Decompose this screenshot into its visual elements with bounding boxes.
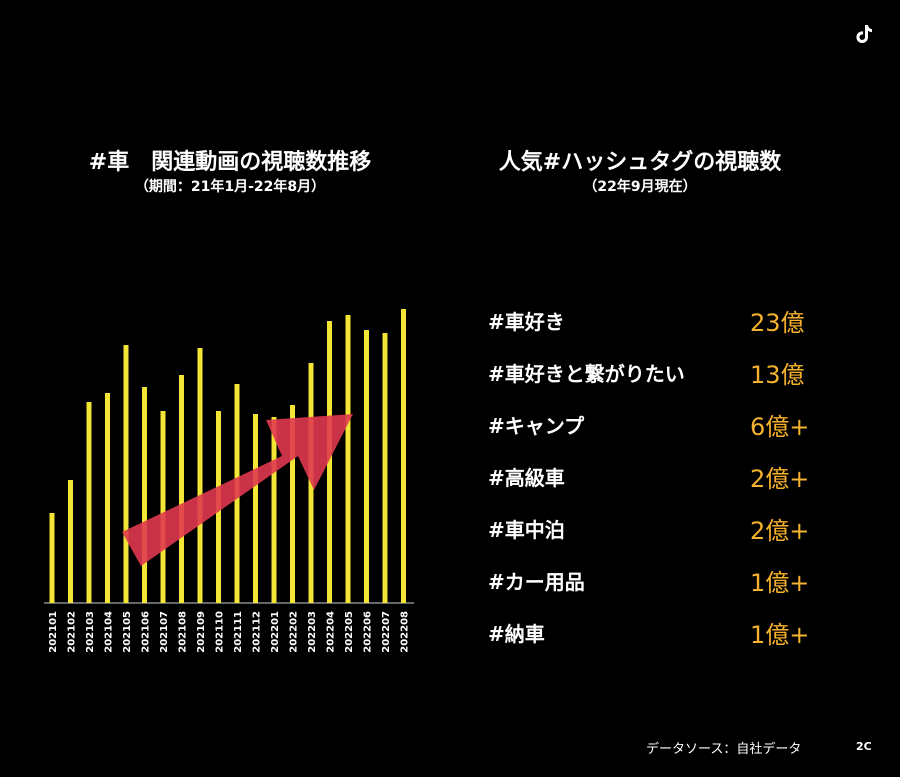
page-number: 2C <box>856 740 872 753</box>
bar-202103 <box>86 402 92 603</box>
tick-label-202112: 202112 <box>252 611 263 653</box>
data-source-note: データソース：自社データ <box>646 742 802 757</box>
bar-202206 <box>364 330 369 603</box>
bar-202107 <box>160 411 166 603</box>
hashtag-views: 2億+ <box>750 465 810 493</box>
tick-label-202110: 202110 <box>215 611 226 653</box>
tick-label-202206: 202206 <box>363 611 374 653</box>
tick-label-202111: 202111 <box>233 611 244 653</box>
bar-202202 <box>290 405 295 603</box>
tiktok-icon <box>852 22 876 46</box>
trend-arrow <box>122 414 353 566</box>
hashtag-views: 1億+ <box>750 621 810 649</box>
tick-label-202202: 202202 <box>289 611 300 653</box>
bar-202106 <box>142 387 147 603</box>
hashtag-row: #キャンプ 6億+ <box>488 412 818 452</box>
bar-chart: 202101 202102 202103 202104 202105 202106 2021… <box>44 309 414 653</box>
bar-202101 <box>49 513 55 603</box>
tick-label-202207: 202207 <box>381 611 392 653</box>
tick-label-202104: 202104 <box>104 611 115 653</box>
tick-label-202204: 202204 <box>326 611 337 653</box>
tick-label-202108: 202108 <box>178 611 189 653</box>
bar-202105 <box>123 345 129 603</box>
bar-202208 <box>401 309 406 603</box>
tick-label-202205: 202205 <box>344 611 355 653</box>
tick-label-202107: 202107 <box>159 611 170 653</box>
bar-202204 <box>327 321 332 603</box>
bar-202205 <box>345 315 351 603</box>
hashtag-name: #キャンプ <box>488 414 585 438</box>
hashtag-row: #カー用品 1億+ <box>488 568 818 608</box>
hashtag-views: 23億 <box>750 309 805 337</box>
hashtag-row: #車好き 23億 <box>488 308 818 348</box>
bar-202109 <box>197 348 203 603</box>
bar-202207 <box>382 333 388 603</box>
hashtag-views: 6億+ <box>750 413 810 441</box>
bar-202201 <box>271 417 277 603</box>
tick-label-202203: 202203 <box>307 611 318 653</box>
hashtag-row: #車好きと繋がりたい 13億 <box>488 360 818 400</box>
hashtag-name: #納車 <box>488 622 545 646</box>
tick-label-202102: 202102 <box>67 611 78 653</box>
bar-202112 <box>253 414 258 603</box>
hashtag-name: #高級車 <box>488 466 565 490</box>
hashtag-name: #カー用品 <box>488 570 585 594</box>
hashtag-row: #高級車 2億+ <box>488 464 818 504</box>
chart-subtitle: （期間：21年1月-22年8月） <box>134 179 326 195</box>
tick-label-202101: 202101 <box>48 611 59 653</box>
hashtag-name: #車中泊 <box>488 518 565 542</box>
tick-label-202105: 202105 <box>122 611 133 653</box>
hashtag-name: #車好き <box>488 310 565 334</box>
bar-202104 <box>105 393 110 603</box>
hashtag-row: #車中泊 2億+ <box>488 516 818 556</box>
hashtag-views: 2億+ <box>750 517 810 545</box>
tick-label-202103: 202103 <box>85 611 96 653</box>
hashtag-panel-subtitle: （22年9月現在） <box>583 179 697 195</box>
hashtag-views: 1億+ <box>750 569 810 597</box>
chart-title: #車 関連動画の視聴数推移 <box>88 150 372 175</box>
tick-label-202208: 202208 <box>400 611 411 653</box>
tick-label-202106: 202106 <box>141 611 152 653</box>
hashtag-name: #車好きと繋がりたい <box>488 362 685 386</box>
tick-label-202109: 202109 <box>196 611 207 653</box>
hashtag-panel-title: 人気#ハッシュタグの視聴数 <box>498 150 782 175</box>
hashtag-row: #納車 1億+ <box>488 620 818 660</box>
tick-label-202201: 202201 <box>270 611 281 653</box>
hashtag-views: 13億 <box>750 361 805 389</box>
bar-202102 <box>68 480 73 603</box>
bar-202108 <box>179 375 184 603</box>
